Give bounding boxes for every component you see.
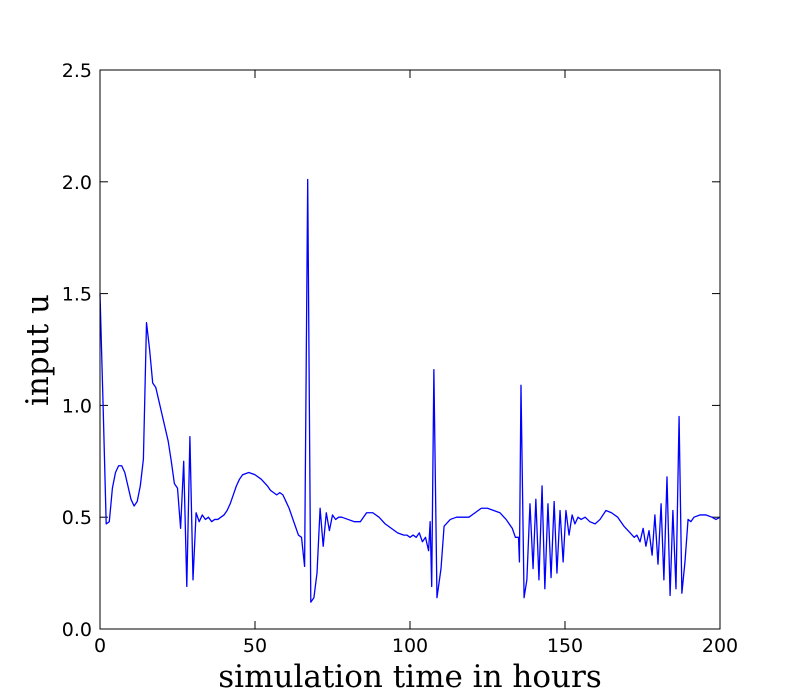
y-tick-label: 0.5 [62, 507, 92, 529]
y-tick-label: 1.5 [62, 284, 92, 306]
x-axis-title: simulation time in hours [218, 659, 601, 695]
y-tick-label: 2.5 [62, 60, 92, 82]
y-tick-label: 1.0 [62, 395, 92, 417]
y-axis-title: input u [20, 294, 56, 406]
x-tick-label: 150 [547, 635, 583, 657]
x-tick-label: 0 [94, 635, 106, 657]
plot-frame [99, 69, 721, 630]
x-tick-label: 100 [392, 635, 428, 657]
x-tick-label: 50 [243, 635, 267, 657]
y-tick-label: 0.0 [62, 619, 92, 641]
data-line [99, 178, 721, 603]
x-tick-label: 200 [702, 635, 738, 657]
y-tick-label: 2.0 [62, 172, 92, 194]
